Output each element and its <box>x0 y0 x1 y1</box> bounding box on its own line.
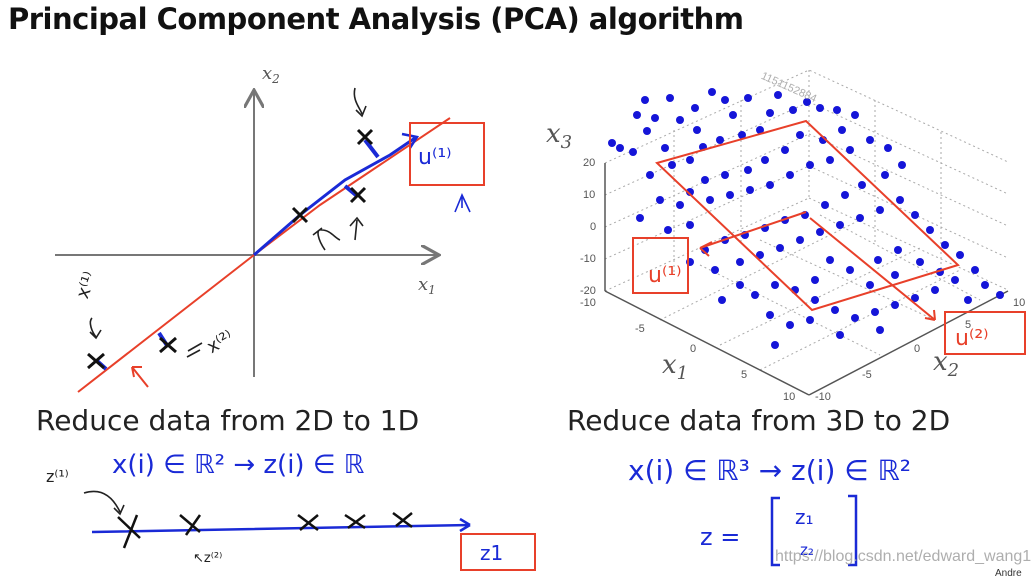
svg-text:10: 10 <box>583 189 595 201</box>
x1-axis-label-3d: x1 <box>662 350 688 384</box>
x2-point-label: x⁽²⁾ <box>203 326 237 358</box>
u1-label-box <box>409 122 485 186</box>
svg-text:0: 0 <box>590 221 596 233</box>
svg-text:-20: -20 <box>580 285 596 297</box>
slide-title: Principal Component Analysis (PCA) algor… <box>8 2 744 36</box>
svg-text:-10: -10 <box>580 253 596 265</box>
svg-text:-5: -5 <box>862 369 872 381</box>
right-subtitle: Reduce data from 3D to 2D <box>567 404 951 437</box>
scatter-points <box>608 88 1004 349</box>
principal-plane <box>632 119 1026 355</box>
svg-text:-10: -10 <box>815 391 831 403</box>
left-formula: x(i) ∈ ℝ² → z(i) ∈ ℝ <box>112 450 365 480</box>
right-formula: x(i) ∈ ℝ³ → z(i) ∈ ℝ² <box>628 454 911 487</box>
projection-line <box>77 117 451 393</box>
svg-text:5: 5 <box>965 319 971 331</box>
svg-text:5: 5 <box>741 369 747 381</box>
right-formula-block: x(i) ∈ ℝ³ → z(i) ∈ ℝ² z = z₁ z₂ <box>628 454 911 567</box>
z1-label-box <box>460 533 536 571</box>
x1-point-label: x⁽¹⁾ <box>72 269 101 301</box>
x2-axis-3d <box>808 290 1009 396</box>
svg-text:-5: -5 <box>635 323 645 335</box>
x2-ticks: -10 -5 0 5 10 <box>815 297 1025 403</box>
svg-text:10: 10 <box>1013 297 1025 309</box>
x3-ticks: 20 10 0 -10 -20 <box>580 157 596 297</box>
right-3d-plot: 20 10 0 -10 -20 -10 -5 0 5 10 -10 -5 0 5… <box>546 69 1026 403</box>
u2-3d-label: u⁽²⁾ <box>955 326 989 351</box>
x3-axis-label: x3 <box>546 119 572 153</box>
svg-text:10: 10 <box>783 391 795 403</box>
watermark-url: https://blog.csdn.net/edward_wang1 <box>775 548 1032 565</box>
data-points <box>87 128 374 370</box>
svg-text:0: 0 <box>690 343 696 355</box>
x1-ticks: -10 -5 0 5 10 <box>580 297 795 403</box>
left-subtitle: Reduce data from 2D to 1D <box>36 404 420 437</box>
u1-3d-label-box <box>632 237 689 294</box>
x2-axis-label: x2 <box>262 63 280 86</box>
z1-axis <box>91 517 471 534</box>
x2-axis-label-3d: x2 <box>933 347 959 381</box>
left-2d-plot: x2 x1 <box>55 63 485 393</box>
u2-3d-label-box <box>944 311 1026 355</box>
svg-text:-10: -10 <box>580 297 596 309</box>
u1-3d-label: u⁽¹⁾ <box>648 263 682 288</box>
footer-author: Andre <box>995 568 1022 579</box>
projected-points <box>117 511 413 549</box>
z-vector-lhs: z = <box>700 523 740 551</box>
z2-point-label: ↖z⁽²⁾ <box>193 551 222 566</box>
u2-3d-vector <box>809 217 936 321</box>
vector-brackets <box>770 494 858 567</box>
x1-axis-3d <box>604 290 810 396</box>
z1-component: z₁ <box>795 505 814 529</box>
z1-label: z1 <box>480 541 503 565</box>
left-1d-projection: z⁽¹⁾ ↖z⁽²⁾ z1 x(i) ∈ ℝ² → z(i) ∈ ℝ <box>46 450 536 571</box>
svg-text:0: 0 <box>914 343 920 355</box>
svg-text:20: 20 <box>583 157 595 169</box>
z2-component: z₂ <box>800 541 814 559</box>
u1-label: u⁽¹⁾ <box>418 145 452 170</box>
x1-axis-label: x1 <box>418 274 436 297</box>
u1-vector <box>253 136 416 257</box>
u1-arrowhead <box>401 132 420 149</box>
u1-3d-vector <box>699 211 807 257</box>
z1-point-label: z⁽¹⁾ <box>46 467 69 486</box>
